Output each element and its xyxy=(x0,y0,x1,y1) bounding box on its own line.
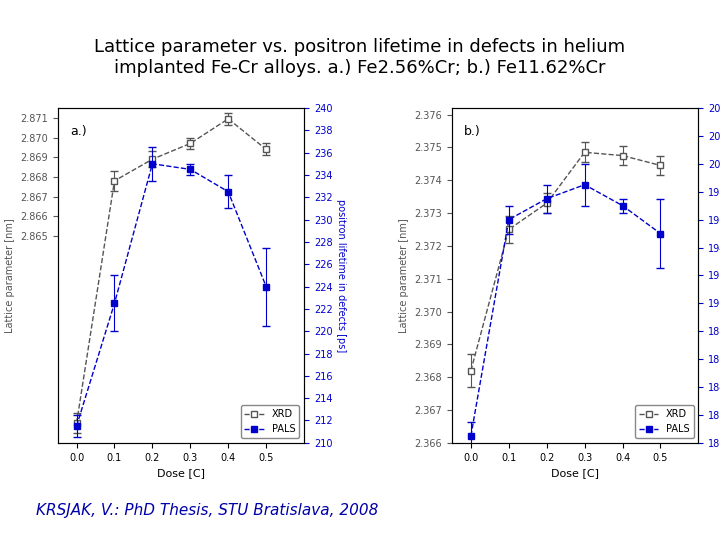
X-axis label: Dose [C]: Dose [C] xyxy=(552,468,599,478)
Y-axis label: Lattice parameter [nm]: Lattice parameter [nm] xyxy=(4,218,14,333)
Y-axis label: positron lifetime in defects [ps]: positron lifetime in defects [ps] xyxy=(336,199,346,352)
Y-axis label: Lattice parameter [nm]: Lattice parameter [nm] xyxy=(399,218,409,333)
Text: Lattice parameter vs. positron lifetime in defects in helium
implanted Fe-Cr all: Lattice parameter vs. positron lifetime … xyxy=(94,38,626,77)
Legend: XRD, PALS: XRD, PALS xyxy=(635,406,693,438)
Text: a.): a.) xyxy=(70,125,86,138)
Text: b.): b.) xyxy=(464,125,481,138)
X-axis label: Dose [C]: Dose [C] xyxy=(157,468,204,478)
Text: KRSJAK, V.: PhD Thesis, STU Bratislava, 2008: KRSJAK, V.: PhD Thesis, STU Bratislava, … xyxy=(36,503,379,518)
Legend: XRD, PALS: XRD, PALS xyxy=(240,406,300,438)
